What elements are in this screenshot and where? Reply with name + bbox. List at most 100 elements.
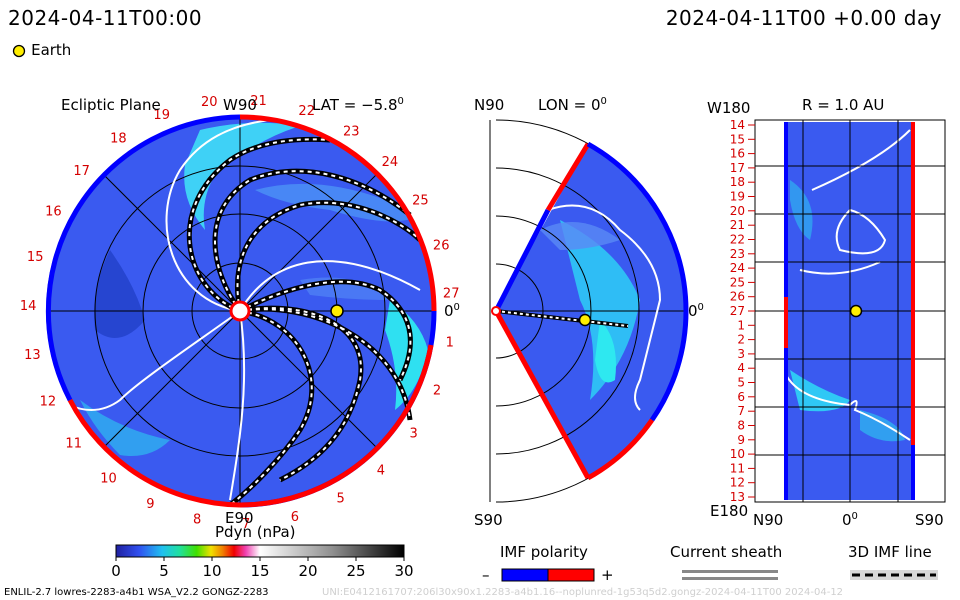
meridional-right-degree: 0	[697, 302, 704, 313]
r-panel-labels: 1415161718192021222324252627123456789101…	[730, 118, 755, 504]
r-panel-row-label: 5	[737, 376, 745, 390]
imf-minus-label: –	[482, 566, 490, 584]
r-panel-row-label: 27	[730, 304, 745, 318]
r-panel-row-label: 15	[730, 132, 745, 146]
r-panel-x-n90: N90	[753, 511, 784, 529]
meridional-bottom-label: S90	[474, 511, 503, 529]
colorbar-tick-label: 30	[394, 562, 414, 580]
r-panel-row-label: 19	[730, 190, 745, 204]
r-panel-x-s90: S90	[915, 511, 944, 529]
carrington-label: 11	[65, 437, 82, 452]
colorbar-tick-label: 10	[202, 562, 222, 580]
footer-model-info: ENLIL-2.7 lowres-2283-a4b1 WSA_V2.2 GONG…	[4, 587, 269, 598]
r-panel-row-label: 22	[730, 233, 745, 247]
carrington-label: 27	[443, 287, 460, 302]
r-panel-row-label: 16	[730, 147, 745, 161]
earth-marker-ecliptic	[330, 304, 344, 318]
r-panel-row-label: 7	[737, 404, 745, 418]
carrington-label: 16	[45, 204, 62, 219]
datetime-right: 2024-04-11T00 +0.00 day	[665, 6, 942, 30]
r-panel-top-label: W180	[707, 99, 751, 117]
ecliptic-title: Ecliptic Plane	[61, 96, 161, 114]
sun-marker	[229, 300, 251, 322]
carrington-label: 26	[433, 238, 450, 253]
carrington-label: 2	[433, 383, 441, 398]
datetime-left: 2024-04-11T00:00	[8, 6, 203, 30]
imf-plus-label: +	[601, 566, 614, 584]
carrington-label: 13	[24, 348, 41, 363]
carrington-label: 19	[153, 108, 170, 123]
colorbar-tick-label: 5	[159, 562, 169, 580]
carrington-label: 17	[73, 164, 90, 179]
carrington-label: 24	[382, 155, 399, 170]
r-panel-row-label: 6	[737, 390, 745, 404]
r-panel-row-label: 13	[730, 490, 745, 504]
r-panel-row-label: 12	[730, 476, 745, 490]
meridional-panel	[489, 119, 689, 503]
earth-marker-r	[849, 304, 863, 318]
r-panel-row-label: 20	[730, 204, 745, 218]
r-panel-row-label: 1	[737, 318, 745, 332]
carrington-label: 10	[100, 471, 117, 486]
footer-run-id: UNI:E0412161707:206l30x90x1.2283-a4b1.16…	[322, 587, 844, 598]
earth-marker-icon	[12, 44, 26, 57]
ecliptic-right-degree: 0	[453, 302, 460, 313]
meridional-top-label: N90	[474, 96, 505, 114]
carrington-label: 14	[20, 299, 37, 314]
lat-degree: 0	[397, 96, 404, 107]
imf-polarity-title: IMF polarity	[500, 543, 588, 561]
r-panel-sheath	[785, 129, 911, 441]
r-panel-row-label: 25	[730, 275, 745, 289]
current-sheath-lines	[69, 119, 421, 501]
r-panel-row-label: 26	[730, 290, 745, 304]
colorbar-ticks	[115, 557, 405, 561]
colorbar-tick-label: 20	[298, 562, 318, 580]
carrington-label: 23	[343, 125, 360, 140]
r-panel-row-label: 3	[737, 347, 745, 361]
polarity-boundary	[45, 114, 437, 508]
meridional-sheath	[547, 204, 662, 411]
earth-legend: Earth	[12, 40, 71, 59]
r-panel-row-label: 11	[730, 461, 745, 475]
carrington-label: 9	[146, 497, 154, 512]
carrington-label: 15	[27, 250, 44, 265]
lon-value: LON = 0	[538, 96, 601, 114]
r-panel-title: R = 1.0 AU	[802, 96, 885, 114]
meridional-lon-label: LON = 00	[538, 96, 607, 114]
current-sheath-title: Current sheath	[670, 543, 783, 561]
imf-line-title: 3D IMF line	[848, 543, 932, 561]
colorbar-tick-label: 0	[111, 562, 121, 580]
r-panel-row-label: 9	[737, 433, 745, 447]
r-panel-row-label: 4	[737, 361, 745, 375]
carrington-label: 22	[298, 104, 315, 119]
carrington-label: 1	[446, 336, 454, 351]
carrington-label: 21	[250, 94, 267, 109]
carrington-label: 7	[242, 517, 250, 532]
lon-degree: 0	[600, 96, 607, 107]
r-panel-row-label: 18	[730, 175, 745, 189]
meridional-edge-south	[493, 309, 591, 480]
carrington-label: 25	[412, 194, 429, 209]
carrington-label: 6	[291, 510, 299, 525]
pdyn-colorbar	[115, 544, 405, 558]
lat-value: LAT = −5.8	[312, 96, 398, 114]
r-panel-row-label: 23	[730, 247, 745, 261]
carrington-label: 18	[110, 131, 127, 146]
imf-negative-swatch	[501, 568, 549, 582]
r-panel-row-label: 24	[730, 261, 745, 275]
sheath-line-2	[682, 577, 778, 580]
ecliptic-right-label: 00	[444, 302, 460, 320]
carrington-label: 3	[410, 427, 418, 442]
carrington-label: 5	[336, 492, 344, 507]
r-panel	[754, 119, 946, 503]
meridional-right-value: 0	[688, 302, 698, 320]
r-panel-row-label: 14	[730, 118, 745, 132]
colorbar-title: Pdyn (nPa)	[215, 523, 296, 541]
earth-marker-meridional	[578, 313, 592, 327]
r-panel-x-zero: 00	[842, 511, 858, 529]
colorbar-tick-label: 15	[250, 562, 270, 580]
earth-label: Earth	[31, 41, 72, 59]
ecliptic-right-value: 0	[444, 302, 454, 320]
